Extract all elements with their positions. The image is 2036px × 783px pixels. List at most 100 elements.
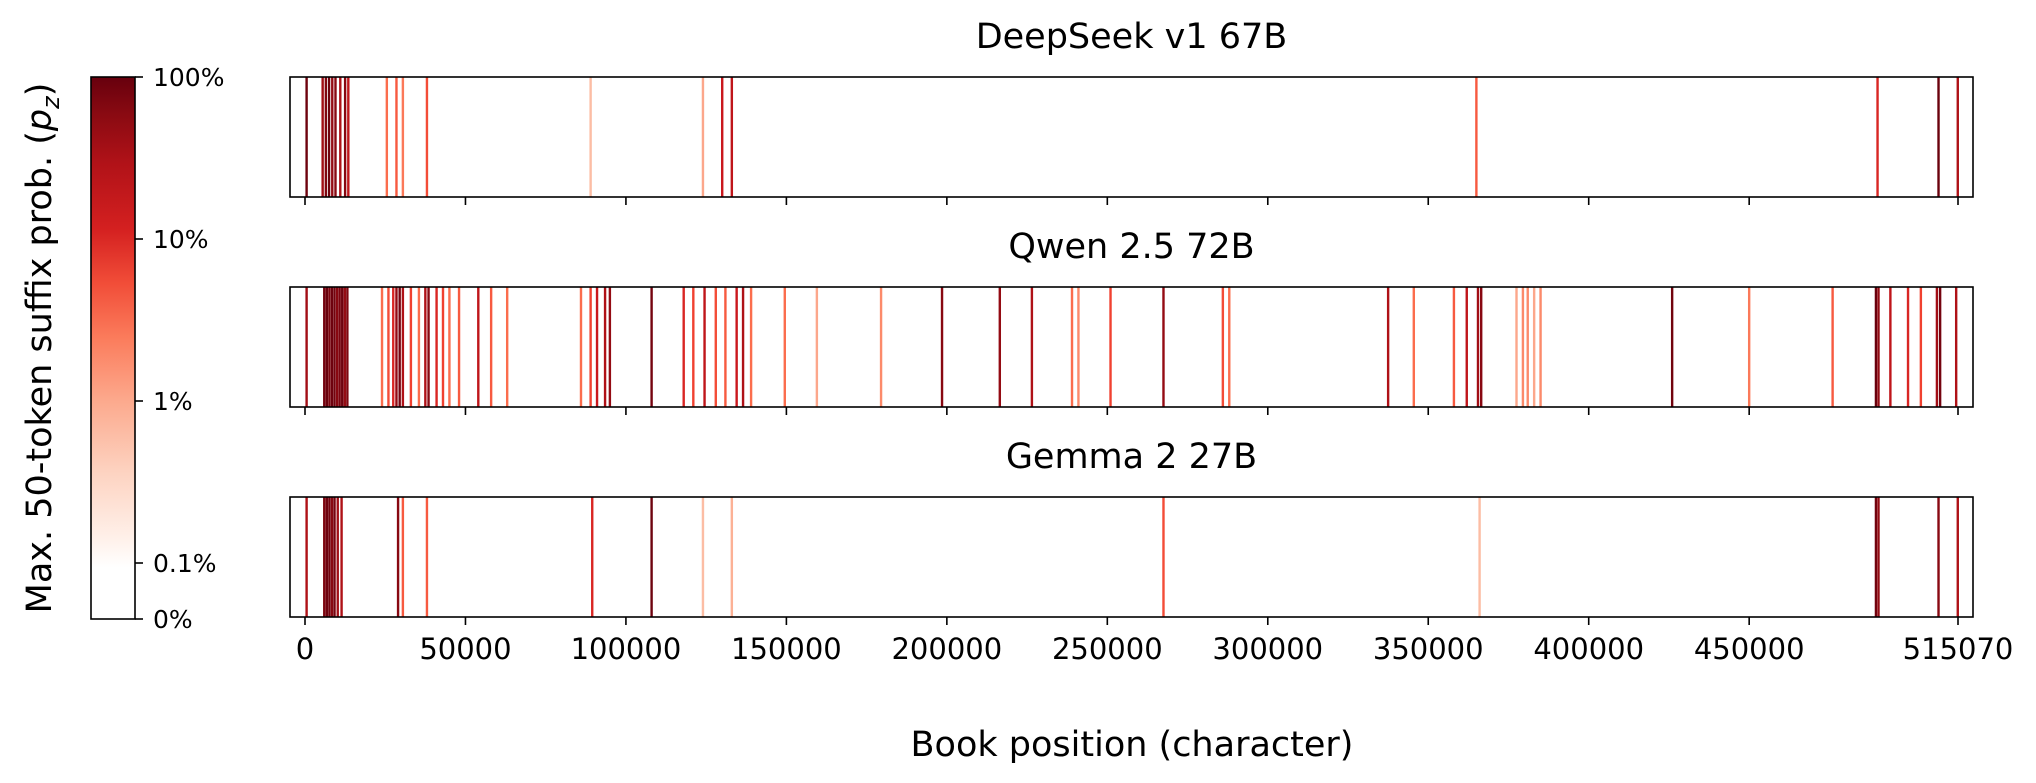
heatmap-stripe	[721, 77, 724, 197]
heatmap-stripe	[1889, 287, 1892, 407]
panel-frame	[289, 76, 1974, 198]
heatmap-stripe	[1109, 287, 1112, 407]
panel-title: Gemma 2 27B	[1006, 437, 1257, 477]
heatmap-stripe	[346, 287, 349, 407]
x-tick-label: 200000	[891, 632, 1002, 666]
heatmap-stripe	[435, 287, 438, 407]
heatmap-stripe	[1162, 287, 1165, 407]
heatmap-stripe	[1532, 287, 1536, 407]
heatmap-stripe	[395, 77, 398, 197]
colorbar-tick-label: 1%	[153, 387, 193, 416]
heatmap-stripe	[1919, 287, 1923, 407]
heatmap-stripe	[650, 287, 653, 407]
heatmap-stripe	[1412, 287, 1416, 407]
heatmap-stripe	[735, 287, 738, 407]
heatmap-stripe	[305, 287, 308, 407]
colorbar-label-text-end: )	[20, 83, 60, 97]
heatmap-stripe	[692, 287, 695, 407]
heatmap-stripe	[341, 287, 344, 407]
heatmap-stripe	[650, 497, 653, 617]
heatmap-stripe	[1476, 287, 1480, 407]
heatmap-stripe	[879, 287, 883, 407]
heatmap-stripe	[401, 497, 405, 617]
heatmap-stripe	[417, 287, 421, 407]
heatmap-stripe	[323, 497, 326, 617]
heatmap-stripe	[325, 497, 329, 617]
heatmap-stripe	[940, 287, 944, 407]
colorbar-tick-label: 0%	[153, 605, 193, 634]
heatmap-stripe	[1877, 287, 1880, 407]
colorbar-tick-label: 10%	[153, 225, 209, 254]
panel-title: DeepSeek v1 67B	[976, 17, 1288, 57]
heatmap-stripe	[749, 287, 753, 407]
heatmap-stripe	[1465, 287, 1468, 407]
colorbar-label-subscript: z	[37, 95, 65, 110]
heatmap-stripe	[589, 77, 592, 197]
heatmap-stripe	[330, 287, 334, 407]
heatmap-stripe	[701, 77, 705, 197]
heatmap-stripe	[1162, 497, 1165, 617]
heatmap-stripe	[385, 77, 389, 197]
heatmap-stripe	[395, 287, 398, 407]
heatmap-stripe	[608, 287, 612, 407]
heatmap-stripe	[489, 287, 493, 407]
heatmap-stripe	[998, 287, 1002, 407]
heatmap-stripe	[343, 287, 346, 407]
colorbar-gradient	[90, 76, 136, 620]
heatmap-stripe	[1475, 77, 1478, 197]
heatmap-stripe	[339, 77, 342, 197]
heatmap-stripe	[701, 497, 705, 617]
heatmap-stripe	[1452, 287, 1456, 407]
x-axis-label: Book position (character)	[911, 725, 1354, 765]
colorbar-ticks: 0% 0.1% 1% 10% 100%	[135, 63, 224, 634]
heatmap-stripe	[347, 77, 350, 197]
heatmap-stripe	[330, 497, 334, 617]
x-tick-label: 150000	[731, 632, 842, 666]
heatmap-stripe	[305, 77, 308, 197]
heatmap-stripe	[1937, 497, 1940, 617]
heatmap-stripe	[325, 287, 329, 407]
heatmap-stripe	[328, 287, 331, 407]
heatmap-stripe	[338, 287, 341, 407]
heatmap-stripe	[380, 287, 384, 407]
heatmap-stripe	[409, 287, 413, 407]
heatmap-stripe	[1747, 287, 1751, 407]
heatmap-stripe	[1077, 287, 1080, 407]
heatmap-stripe	[595, 287, 599, 407]
heatmap-stripe	[815, 287, 819, 407]
heatmap-stripe	[387, 287, 390, 407]
heatmap-stripe	[401, 77, 405, 197]
heatmap-stripe	[1954, 287, 1958, 407]
heatmap-stripe	[730, 77, 734, 197]
heatmap-stripe	[396, 497, 400, 617]
heatmap-stripe	[323, 287, 326, 407]
heatmap-stripe	[714, 287, 717, 407]
heatmap-stripe	[505, 287, 509, 407]
heatmap-stripe	[603, 287, 607, 407]
panel-marks	[305, 497, 1959, 617]
colorbar: 0% 0.1% 1% 10% 100%	[90, 63, 224, 634]
heatmap-stripe	[1539, 287, 1542, 407]
heatmap-stripe	[334, 77, 337, 197]
panel-frame	[289, 496, 1974, 618]
colorbar-tick-label: 100%	[153, 63, 224, 92]
heatmap-stripe	[1956, 77, 1959, 197]
heatmap-panel: Qwen 2.5 72B	[289, 227, 1974, 415]
heatmap-stripe	[703, 287, 706, 407]
heatmap-stripe	[343, 77, 347, 197]
heatmap-stripe	[1831, 287, 1834, 407]
heatmap-stripe	[1070, 287, 1074, 407]
heatmap-stripe	[427, 287, 430, 407]
heatmap-stripe	[730, 497, 734, 617]
x-tick-label: 450000	[1694, 632, 1805, 666]
heatmap-stripe	[579, 287, 583, 407]
panel-title: Qwen 2.5 72B	[1008, 227, 1254, 267]
heatmap-stripe	[333, 497, 336, 617]
heatmap-stripe	[1956, 497, 1959, 617]
heatmap-stripe	[333, 287, 336, 407]
panel-background	[290, 77, 1973, 197]
colorbar-label: Max. 50-token suffix prob. (pz)	[20, 83, 65, 614]
heatmap-stripe	[305, 497, 308, 617]
heatmap-stripe	[1874, 287, 1878, 407]
